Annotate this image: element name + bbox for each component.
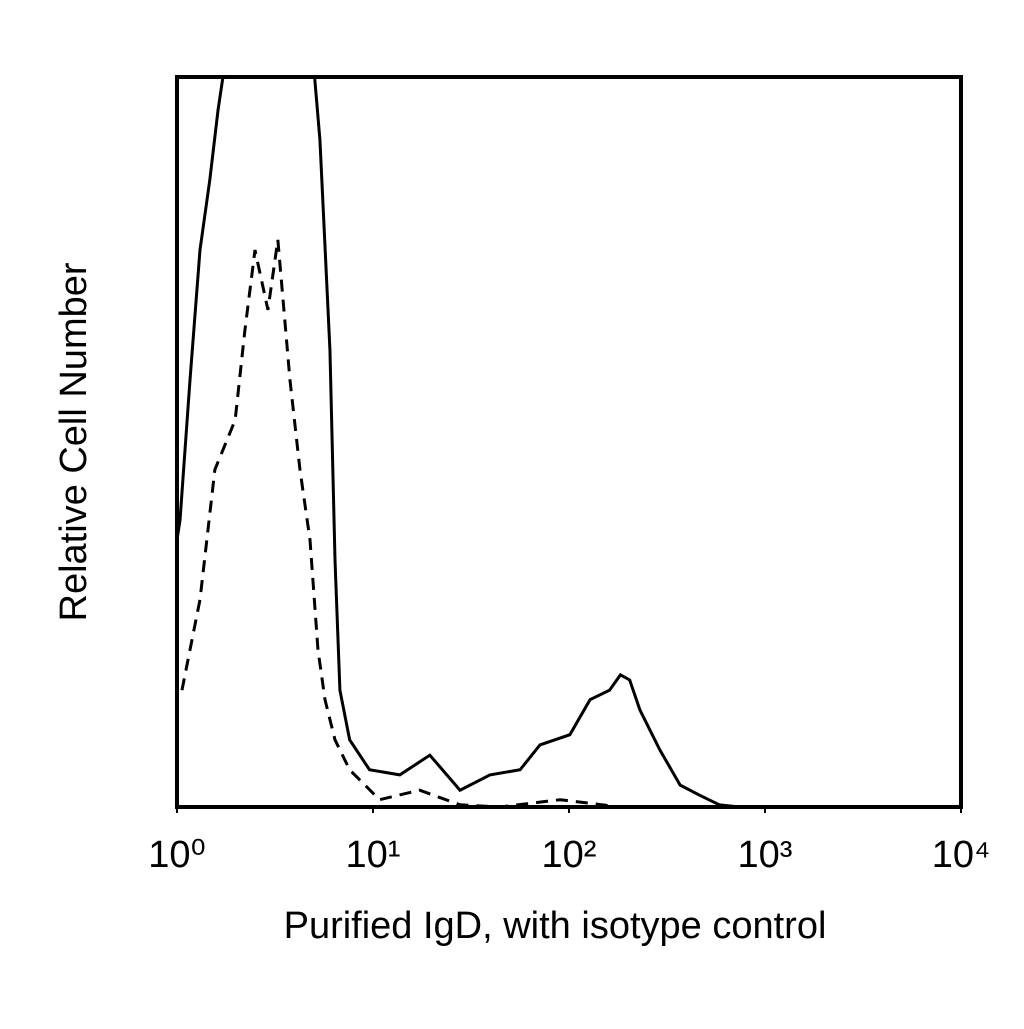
- x-tick-label: 10²: [542, 834, 597, 876]
- histogram-line: [177, 77, 740, 807]
- histogram-line: [180, 239, 621, 807]
- plot-frame: [175, 75, 963, 809]
- x-axis-label: Purified IgD, with isotype control: [284, 905, 827, 947]
- x-tick-label: 10³: [738, 834, 793, 876]
- y-axis-label: Relative Cell Number: [53, 262, 95, 621]
- x-tick-label: 10⁴: [932, 834, 991, 876]
- plot-area: [177, 77, 740, 807]
- x-tick-label: 10¹: [346, 834, 401, 876]
- x-tick-label: 10⁰: [148, 834, 206, 876]
